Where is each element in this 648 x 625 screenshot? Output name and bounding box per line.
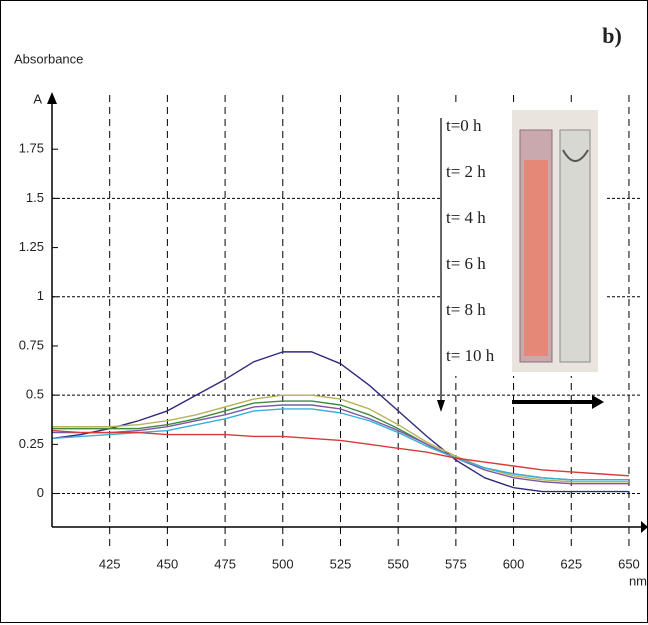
x-label: nm: [629, 573, 647, 588]
y-tick-label: 1.75: [19, 141, 44, 156]
x-tick-label: 525: [330, 556, 352, 571]
x-tick-label: 450: [157, 556, 179, 571]
spectrum-line: [52, 394, 629, 483]
y-tick-label: 0: [37, 485, 44, 500]
cuvette-photo: [512, 110, 598, 372]
cuvette-clear: [559, 129, 591, 363]
curves: [51, 351, 630, 493]
y-tick-label: 1.5: [26, 190, 44, 205]
time-label: t= 4 h: [446, 208, 486, 227]
x-tick-label: 650: [618, 556, 640, 571]
x-tick-label: 600: [503, 556, 525, 571]
cuvette-red-liquid: [524, 160, 548, 356]
spectrum-line: [52, 404, 629, 485]
time-labels: t=0 h t= 2 h t= 4 h t= 6 h t= 8 h t= 10 h: [446, 116, 495, 365]
y-axis-symbol: A: [33, 91, 42, 106]
change-arrow-head: [592, 395, 604, 409]
x-tick-label: 575: [445, 556, 467, 571]
time-arrow-head: [437, 400, 445, 412]
panel-label: b): [602, 23, 622, 48]
time-label: t= 8 h: [446, 300, 486, 319]
x-tick-label: 500: [272, 556, 294, 571]
y-tick-label: 1: [37, 288, 44, 303]
y-tick-label: 1.25: [19, 239, 44, 254]
meniscus: [562, 149, 589, 162]
x-tick-label: 550: [387, 556, 409, 571]
spectrum-line: [51, 351, 629, 493]
time-label: t=0 h: [446, 116, 482, 135]
y-label: Absorbance: [14, 51, 83, 66]
time-label: t= 10 h: [446, 346, 495, 365]
x-tick-label: 625: [560, 556, 582, 571]
y-axis-arrow: [47, 92, 57, 104]
y-tick-label: 0.25: [19, 436, 44, 451]
y-tick-label: 0.75: [19, 337, 44, 352]
time-label: t= 6 h: [446, 254, 486, 273]
spectrum-line: [51, 408, 629, 481]
x-tick-label: 425: [99, 556, 121, 571]
time-label: t= 2 h: [446, 162, 486, 181]
x-axis-arrow: [641, 521, 648, 533]
spectrum-line: [51, 429, 630, 477]
y-tick-label: 0.5: [26, 387, 44, 402]
x-tick-label: 475: [214, 556, 236, 571]
